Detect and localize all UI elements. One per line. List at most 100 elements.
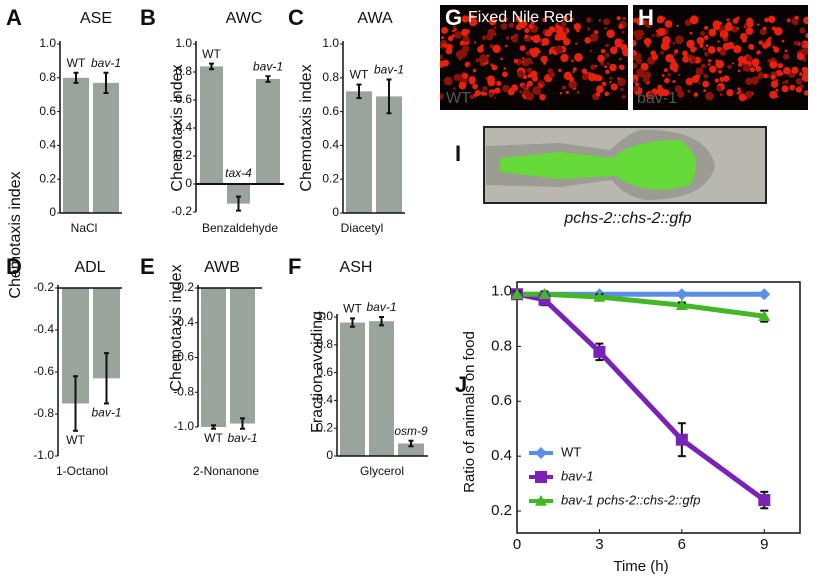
- y-tick-label: 0.2: [39, 171, 56, 185]
- droplet: [511, 84, 519, 92]
- category-label: bav-1: [227, 431, 257, 445]
- droplet: [467, 64, 471, 68]
- droplet: [700, 63, 706, 69]
- droplet: [621, 39, 625, 43]
- droplet: [674, 49, 679, 54]
- gfp-signal: [500, 140, 697, 190]
- x-tick-label: 0: [513, 536, 521, 553]
- droplet: [453, 73, 461, 82]
- droplet: [703, 89, 707, 93]
- droplet: [447, 35, 454, 42]
- droplet: [633, 79, 637, 83]
- droplet: [745, 27, 754, 35]
- droplet: [451, 34, 455, 38]
- image-sublabel: WT: [446, 90, 471, 107]
- y-tick-label: 0.4: [322, 138, 339, 152]
- droplet: [643, 71, 652, 79]
- droplet: [515, 15, 522, 22]
- panel-letter: A: [6, 5, 22, 30]
- droplet: [468, 75, 476, 84]
- y-tick-label: 1.0: [322, 36, 339, 50]
- droplet: [461, 28, 469, 37]
- y-tick-label: 0.6: [322, 104, 339, 118]
- droplet: [568, 79, 577, 89]
- droplet: [751, 58, 760, 66]
- droplet: [634, 82, 640, 87]
- droplet: [670, 58, 676, 65]
- droplet: [574, 53, 583, 62]
- x-axis-label: Glycerol: [360, 464, 404, 478]
- droplet: [769, 90, 778, 99]
- y-axis-label: Chemotaxis index: [298, 64, 315, 191]
- droplet: [736, 91, 740, 95]
- droplet: [633, 62, 638, 70]
- y-tick-label: -0.2: [171, 204, 192, 218]
- droplet: [544, 29, 552, 37]
- droplet: [601, 81, 607, 87]
- droplet: [500, 57, 503, 61]
- droplet: [531, 75, 538, 82]
- y-tick-label: 0.6: [39, 104, 56, 118]
- droplet: [529, 17, 533, 21]
- droplet: [557, 31, 567, 41]
- droplet: [441, 26, 449, 34]
- droplet: [525, 57, 532, 65]
- y-tick-label: -0.2: [33, 280, 54, 294]
- droplet: [803, 90, 808, 96]
- droplet: [705, 44, 709, 48]
- droplet: [500, 18, 504, 22]
- droplet: [804, 16, 808, 21]
- category-label: bav-1: [374, 63, 404, 77]
- droplet: [481, 35, 487, 41]
- droplet: [524, 27, 530, 34]
- droplet: [686, 39, 695, 49]
- droplet: [676, 24, 679, 28]
- droplet: [768, 15, 776, 23]
- droplet: [781, 39, 785, 43]
- droplet: [652, 89, 657, 94]
- droplet: [505, 36, 510, 40]
- droplet: [635, 57, 643, 65]
- droplet: [524, 34, 529, 39]
- droplet: [597, 54, 605, 63]
- droplet: [647, 92, 656, 100]
- droplet: [781, 85, 789, 93]
- droplet: [702, 80, 710, 88]
- category-label: WT: [67, 56, 86, 70]
- y-tick-label: -0.4: [173, 315, 194, 329]
- droplet: [663, 17, 666, 20]
- droplet: [799, 72, 803, 76]
- droplet: [758, 40, 763, 45]
- droplet: [469, 94, 475, 100]
- droplet: [440, 60, 445, 68]
- droplet: [719, 21, 723, 25]
- droplet: [779, 71, 784, 76]
- droplet: [620, 87, 624, 92]
- droplet: [621, 94, 626, 99]
- droplet: [693, 92, 699, 97]
- image-label: Fixed Nile Red: [468, 9, 573, 26]
- droplet: [726, 89, 734, 97]
- droplet: [541, 37, 550, 46]
- droplet: [485, 76, 488, 80]
- y-tick-label: -0.8: [33, 406, 54, 420]
- y-tick-label: 0.6: [175, 92, 192, 106]
- y-tick-label: 0.2: [322, 171, 339, 185]
- droplet: [721, 36, 724, 39]
- droplet: [443, 76, 453, 86]
- x-axis-label: 2-Nonanone: [193, 464, 259, 478]
- droplet: [526, 80, 533, 87]
- droplet: [609, 76, 613, 80]
- droplet: [519, 45, 526, 52]
- droplet: [622, 47, 628, 57]
- droplet: [447, 43, 452, 49]
- droplet: [767, 59, 771, 63]
- droplet: [519, 22, 523, 25]
- droplet: [494, 33, 497, 36]
- droplet: [719, 49, 727, 56]
- droplet: [442, 43, 446, 47]
- droplet: [528, 23, 534, 29]
- droplet: [555, 28, 558, 31]
- droplet: [488, 92, 494, 98]
- droplet: [617, 77, 626, 87]
